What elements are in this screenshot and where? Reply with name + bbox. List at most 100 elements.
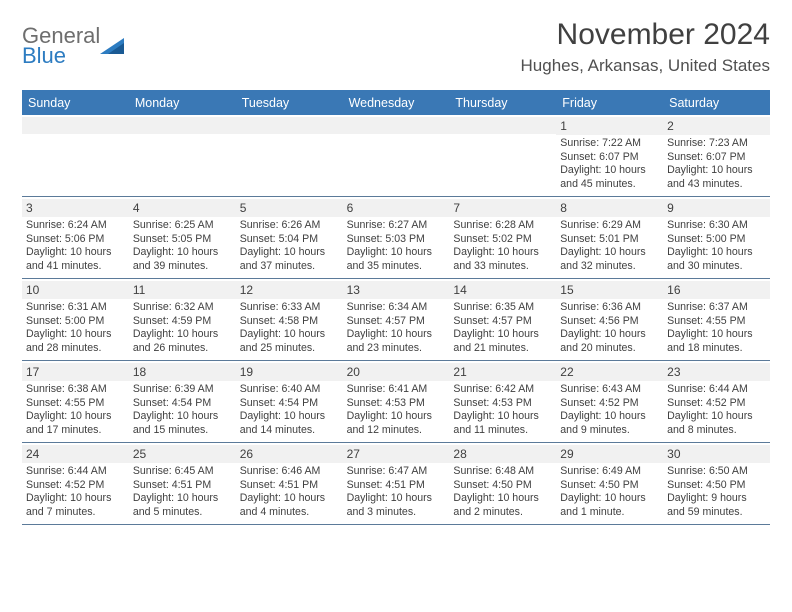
calendar-cell: [22, 115, 129, 197]
day-number: 13: [343, 281, 450, 299]
sunrise-text: Sunrise: 6:33 AM: [240, 301, 339, 315]
daylight-text: Daylight: 10 hours and 21 minutes.: [453, 328, 552, 355]
sunrise-text: Sunrise: 6:44 AM: [667, 383, 766, 397]
sunrise-text: Sunrise: 6:38 AM: [26, 383, 125, 397]
calendar-cell: 25 Sunrise: 6:45 AMSunset: 4:51 PMDayligh…: [129, 443, 236, 525]
daylight-text: Daylight: 10 hours and 25 minutes.: [240, 328, 339, 355]
sunset-text: Sunset: 4:57 PM: [453, 315, 552, 329]
sunrise-text: Sunrise: 6:25 AM: [133, 219, 232, 233]
calendar-cell: 3Sunrise: 6:24 AMSunset: 5:06 PMDaylight…: [22, 197, 129, 279]
day-number: 16: [663, 281, 770, 299]
daylight-text: Daylight: 10 hours and 30 minutes.: [667, 246, 766, 273]
sunrise-text: Sunrise: 6:28 AM: [453, 219, 552, 233]
calendar-cell: 28Sunrise: 6:48 AMSunset: 4:50 PMDayligh…: [449, 443, 556, 525]
calendar-cell: 26 Sunrise: 6:46 AMSunset: 4:51 PMDayligh…: [236, 443, 343, 525]
day-number: 6: [343, 199, 450, 217]
sunset-text: Sunset: 5:00 PM: [667, 233, 766, 247]
sunset-text: Sunset: 4:59 PM: [133, 315, 232, 329]
day-number: 8: [556, 199, 663, 217]
sunset-text: Sunset: 4:52 PM: [26, 479, 125, 493]
sunset-text: Sunset: 5:03 PM: [347, 233, 446, 247]
sunrise-text: Sunrise: 6:26 AM: [240, 219, 339, 233]
sunset-text: Sunset: 4:51 PM: [240, 479, 339, 493]
day-header: Sunday: [22, 91, 129, 115]
daylight-text: Daylight: 10 hours and 26 minutes.: [133, 328, 232, 355]
daylight-text: Daylight: 10 hours and 3 minutes.: [347, 492, 446, 519]
daylight-text: Daylight: 10 hours and 45 minutes.: [560, 164, 659, 191]
sunrise-text: Sunrise: 6:29 AM: [560, 219, 659, 233]
day-number: 5: [236, 199, 343, 217]
sunrise-text: Sunrise: 6:46 AM: [240, 465, 339, 479]
day-number: 18: [129, 363, 236, 381]
calendar-cell: 6Sunrise: 6:27 AMSunset: 5:03 PMDaylight…: [343, 197, 450, 279]
calendar-cell: 5Sunrise: 6:26 AMSunset: 5:04 PMDaylight…: [236, 197, 343, 279]
empty-day: [129, 117, 236, 134]
calendar-cell: [129, 115, 236, 197]
sunrise-text: Sunrise: 7:22 AM: [560, 137, 659, 151]
daylight-text: Daylight: 10 hours and 7 minutes.: [26, 492, 125, 519]
sunset-text: Sunset: 4:50 PM: [667, 479, 766, 493]
logo-text: General Blue: [22, 24, 100, 67]
day-header: Tuesday: [236, 91, 343, 115]
daylight-text: Daylight: 10 hours and 5 minutes.: [133, 492, 232, 519]
daylight-text: Daylight: 10 hours and 28 minutes.: [26, 328, 125, 355]
calendar-cell: [236, 115, 343, 197]
sunrise-text: Sunrise: 6:50 AM: [667, 465, 766, 479]
sunset-text: Sunset: 4:54 PM: [240, 397, 339, 411]
sunset-text: Sunset: 5:06 PM: [26, 233, 125, 247]
sunrise-text: Sunrise: 6:44 AM: [26, 465, 125, 479]
daylight-text: Daylight: 10 hours and 39 minutes.: [133, 246, 232, 273]
day-number: 19: [236, 363, 343, 381]
day-number: 10: [22, 281, 129, 299]
calendar-cell: 30Sunrise: 6:50 AMSunset: 4:50 PMDayligh…: [663, 443, 770, 525]
sunset-text: Sunset: 5:00 PM: [26, 315, 125, 329]
daylight-text: Daylight: 10 hours and 9 minutes.: [560, 410, 659, 437]
day-number: 30: [663, 445, 770, 463]
sunset-text: Sunset: 6:07 PM: [667, 151, 766, 165]
day-number: 11: [129, 281, 236, 299]
daylight-text: Daylight: 10 hours and 4 minutes.: [240, 492, 339, 519]
sunset-text: Sunset: 4:52 PM: [667, 397, 766, 411]
sunrise-text: Sunrise: 6:39 AM: [133, 383, 232, 397]
calendar-cell: [343, 115, 450, 197]
calendar-cell: 17Sunrise: 6:38 AMSunset: 4:55 PMDayligh…: [22, 361, 129, 443]
daylight-text: Daylight: 10 hours and 12 minutes.: [347, 410, 446, 437]
daylight-text: Daylight: 10 hours and 17 minutes.: [26, 410, 125, 437]
empty-day: [22, 117, 129, 134]
calendar-cell: 18Sunrise: 6:39 AMSunset: 4:54 PMDayligh…: [129, 361, 236, 443]
calendar-cell: 10Sunrise: 6:31 AMSunset: 5:00 PMDayligh…: [22, 279, 129, 361]
sunrise-text: Sunrise: 6:45 AM: [133, 465, 232, 479]
sunset-text: Sunset: 4:50 PM: [453, 479, 552, 493]
sunset-text: Sunset: 5:05 PM: [133, 233, 232, 247]
sunset-text: Sunset: 4:50 PM: [560, 479, 659, 493]
day-number: 23: [663, 363, 770, 381]
calendar-cell: 29Sunrise: 6:49 AMSunset: 4:50 PMDayligh…: [556, 443, 663, 525]
calendar-cell: 9Sunrise: 6:30 AMSunset: 5:00 PMDaylight…: [663, 197, 770, 279]
sunset-text: Sunset: 4:58 PM: [240, 315, 339, 329]
title-block: November 2024 Hughes, Arkansas, United S…: [521, 18, 770, 76]
sunrise-text: Sunrise: 6:34 AM: [347, 301, 446, 315]
sunset-text: Sunset: 4:57 PM: [347, 315, 446, 329]
sunrise-text: Sunrise: 6:32 AM: [133, 301, 232, 315]
daylight-text: Daylight: 10 hours and 14 minutes.: [240, 410, 339, 437]
sunrise-text: Sunrise: 6:30 AM: [667, 219, 766, 233]
daylight-text: Daylight: 10 hours and 32 minutes.: [560, 246, 659, 273]
sunset-text: Sunset: 6:07 PM: [560, 151, 659, 165]
day-number: 24: [22, 445, 129, 463]
sunset-text: Sunset: 5:02 PM: [453, 233, 552, 247]
daylight-text: Daylight: 10 hours and 1 minute.: [560, 492, 659, 519]
daylight-text: Daylight: 10 hours and 2 minutes.: [453, 492, 552, 519]
day-number: 26: [236, 445, 343, 463]
sunrise-text: Sunrise: 6:36 AM: [560, 301, 659, 315]
sunrise-text: Sunrise: 6:35 AM: [453, 301, 552, 315]
sunset-text: Sunset: 4:53 PM: [453, 397, 552, 411]
sunrise-text: Sunrise: 7:23 AM: [667, 137, 766, 151]
calendar-cell: 14Sunrise: 6:35 AMSunset: 4:57 PMDayligh…: [449, 279, 556, 361]
calendar-cell: 27Sunrise: 6:47 AMSunset: 4:51 PMDayligh…: [343, 443, 450, 525]
daylight-text: Daylight: 10 hours and 8 minutes.: [667, 410, 766, 437]
daylight-text: Daylight: 10 hours and 11 minutes.: [453, 410, 552, 437]
calendar-cell: 2Sunrise: 7:23 AMSunset: 6:07 PMDaylight…: [663, 115, 770, 197]
sunset-text: Sunset: 4:51 PM: [133, 479, 232, 493]
sunset-text: Sunset: 4:55 PM: [26, 397, 125, 411]
day-number: 25: [129, 445, 236, 463]
